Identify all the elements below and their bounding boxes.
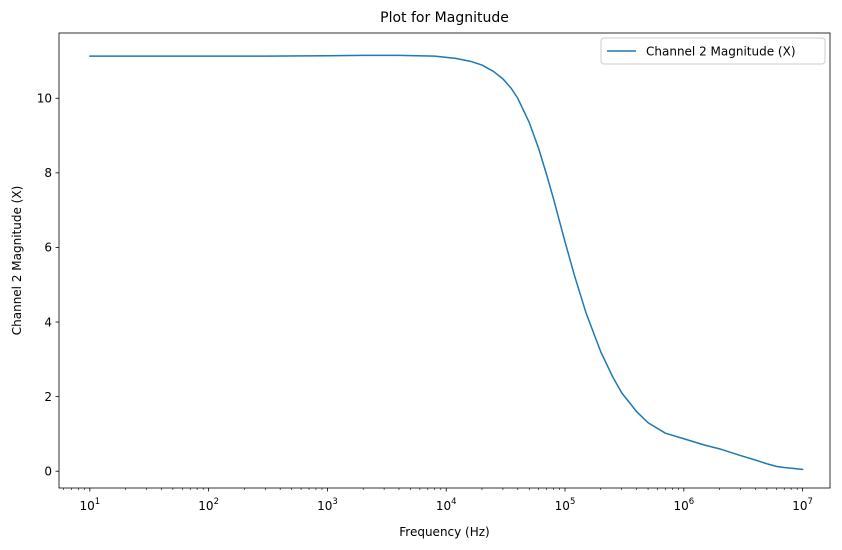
x-tick-label: 104 xyxy=(436,497,457,513)
chart-title: Plot for Magnitude xyxy=(380,10,509,26)
x-axis-ticks: 101 102 103 104 105 106 107 xyxy=(79,488,813,513)
y-tick-label: 0 xyxy=(44,465,52,479)
x-axis-label: Frequency (Hz) xyxy=(399,525,490,539)
y-tick-label: 4 xyxy=(44,315,52,329)
plot-frame xyxy=(58,32,831,489)
legend-box xyxy=(600,37,826,65)
x-tick-label: 102 xyxy=(198,497,219,513)
series-line-channel-2-magnitude xyxy=(89,54,804,471)
y-axis-label: Channel 2 Magnitude (X) xyxy=(10,186,24,336)
y-tick-label: 10 xyxy=(37,92,52,106)
x-tick-label: 101 xyxy=(79,497,100,513)
x-tick-label: 106 xyxy=(673,497,694,513)
x-tick-label: 105 xyxy=(555,497,576,513)
x-tick-label: 107 xyxy=(792,497,813,513)
y-axis-ticks: 0 2 4 6 8 10 xyxy=(37,92,59,479)
y-tick-label: 8 xyxy=(44,166,52,180)
y-tick-label: 6 xyxy=(44,241,52,255)
legend-label: Channel 2 Magnitude (X) xyxy=(646,45,796,59)
x-tick-label: 103 xyxy=(317,497,338,513)
y-tick-label: 2 xyxy=(44,390,52,404)
legend: Channel 2 Magnitude (X) xyxy=(600,37,826,65)
plot-area xyxy=(59,33,830,488)
